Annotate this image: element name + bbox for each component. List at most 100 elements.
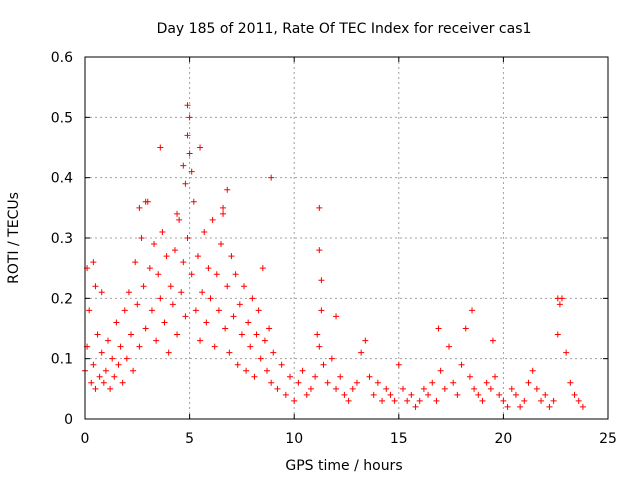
data-point — [504, 403, 511, 410]
data-point — [171, 247, 178, 254]
data-point — [169, 301, 176, 308]
y-tick-label: 0.1 — [51, 352, 73, 368]
data-point — [236, 301, 243, 308]
data-point — [483, 379, 490, 386]
data-point — [312, 373, 319, 380]
data-point — [105, 337, 112, 344]
data-point — [245, 319, 252, 326]
data-point — [186, 114, 193, 121]
data-point — [224, 186, 231, 193]
data-points — [82, 102, 586, 410]
data-point — [446, 343, 453, 350]
y-tick-label: 0.2 — [51, 291, 73, 307]
data-point — [307, 385, 314, 392]
y-axis-label: ROTI / TECUs — [6, 192, 22, 284]
data-point — [529, 367, 536, 374]
data-point — [399, 385, 406, 392]
data-point — [184, 132, 191, 139]
data-point — [492, 373, 499, 380]
data-point — [508, 385, 515, 392]
data-point — [205, 265, 212, 272]
data-point — [264, 367, 271, 374]
data-point — [287, 373, 294, 380]
data-point — [224, 283, 231, 290]
data-point — [314, 331, 321, 338]
data-point — [148, 307, 155, 314]
data-point — [199, 289, 206, 296]
data-point — [345, 397, 352, 404]
data-point — [228, 253, 235, 260]
data-point — [333, 313, 340, 320]
data-point — [274, 385, 281, 392]
data-point — [180, 162, 187, 169]
data-point — [92, 385, 99, 392]
y-tick-label: 0.6 — [51, 50, 73, 66]
x-tick-label: 0 — [81, 431, 90, 447]
data-point — [100, 379, 107, 386]
data-point — [408, 391, 415, 398]
data-point — [119, 379, 126, 386]
data-point — [450, 379, 457, 386]
data-point — [575, 397, 582, 404]
data-point — [142, 325, 149, 332]
data-point — [429, 379, 436, 386]
data-point — [358, 349, 365, 356]
data-point — [88, 379, 95, 386]
data-point — [291, 397, 298, 404]
data-point — [194, 253, 201, 260]
x-tick-label: 25 — [599, 431, 617, 447]
data-point — [90, 361, 97, 368]
data-point — [136, 204, 143, 211]
data-point — [257, 355, 264, 362]
data-point — [115, 361, 122, 368]
data-point — [550, 397, 557, 404]
data-point — [521, 397, 528, 404]
data-point — [563, 349, 570, 356]
data-point — [109, 355, 116, 362]
data-point — [102, 367, 109, 374]
data-point — [174, 210, 181, 217]
data-point — [240, 283, 247, 290]
y-tick-label: 0.5 — [51, 110, 73, 126]
data-point — [328, 355, 335, 362]
data-point — [203, 319, 210, 326]
x-tick-label: 15 — [390, 431, 408, 447]
data-point — [165, 349, 172, 356]
data-point — [151, 241, 158, 248]
data-point — [230, 313, 237, 320]
data-point — [391, 397, 398, 404]
data-point — [554, 331, 561, 338]
data-point — [556, 301, 563, 308]
y-tick-label: 0 — [64, 412, 73, 428]
data-point — [197, 337, 204, 344]
data-point — [295, 379, 302, 386]
data-point — [395, 361, 402, 368]
data-point — [184, 102, 191, 109]
data-point — [383, 385, 390, 392]
data-point — [318, 277, 325, 284]
data-point — [159, 228, 166, 235]
data-point — [489, 337, 496, 344]
data-point — [278, 361, 285, 368]
data-point — [546, 403, 553, 410]
data-point — [303, 391, 310, 398]
data-point — [454, 391, 461, 398]
data-point — [337, 373, 344, 380]
data-point — [188, 271, 195, 278]
data-point — [433, 397, 440, 404]
data-point — [479, 397, 486, 404]
data-point — [466, 373, 473, 380]
data-point — [90, 259, 97, 266]
data-point — [98, 349, 105, 356]
data-point — [238, 331, 245, 338]
data-point — [188, 168, 195, 175]
data-point — [462, 325, 469, 332]
data-point — [176, 216, 183, 223]
data-point — [226, 349, 233, 356]
data-point — [270, 349, 277, 356]
data-point — [243, 367, 250, 374]
data-point — [469, 307, 476, 314]
data-point — [458, 361, 465, 368]
data-point — [220, 210, 227, 217]
